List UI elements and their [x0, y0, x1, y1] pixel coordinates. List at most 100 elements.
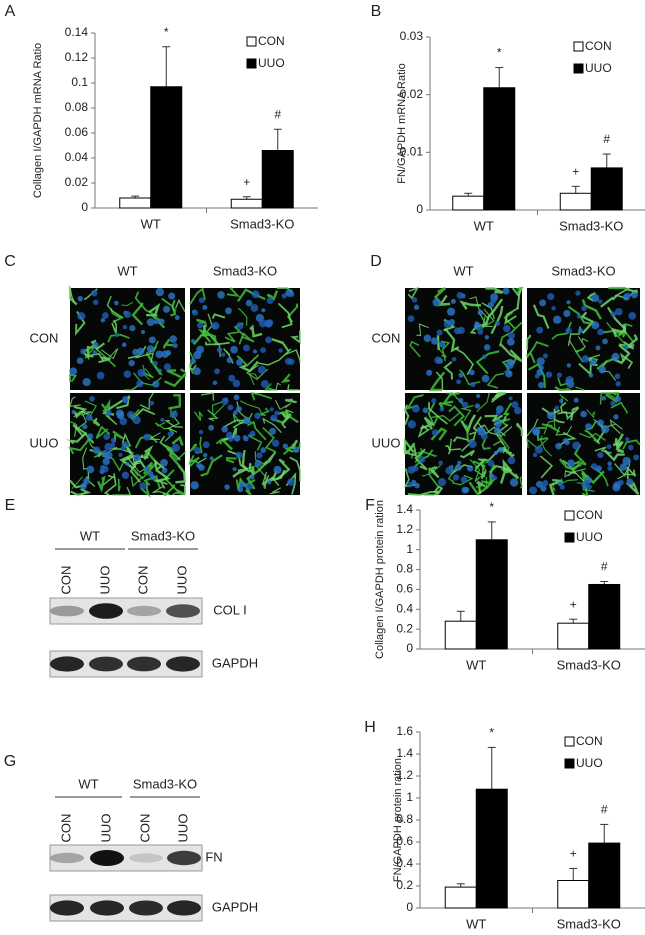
fiber-stain [611, 323, 627, 338]
fiber-stain [73, 405, 88, 419]
fiber-stain [443, 361, 453, 380]
fiber-stain [483, 424, 513, 437]
bar [557, 622, 590, 650]
y-tick-label: 1 [406, 790, 413, 804]
fiber-stain [81, 344, 95, 361]
nucleus-stain [77, 312, 86, 321]
nucleus-stain [487, 459, 495, 467]
y-tick-label: 0 [81, 200, 88, 214]
fiber-stain [95, 425, 111, 440]
nucleus-stain [443, 319, 453, 329]
fiber-stain [147, 432, 161, 441]
nucleus-stain [190, 358, 196, 365]
nucleus-stain [610, 400, 616, 406]
fiber-stain [502, 402, 513, 417]
nucleus-stain [192, 367, 201, 376]
fiber-stain [69, 373, 78, 383]
nucleus-stain [413, 304, 420, 310]
nucleus-stain [628, 311, 637, 320]
nucleus-stain [559, 484, 565, 490]
nucleus-stain [198, 297, 205, 304]
nucleus-stain [80, 348, 87, 355]
fiber-stain [266, 290, 279, 301]
nucleus-stain [269, 427, 277, 435]
fiber-stain [610, 401, 628, 414]
nucleus-stain [572, 441, 581, 450]
significance-marker: * [489, 500, 494, 514]
y-axis-label: Collagen I/GAPDH mRNA Ratio [32, 43, 44, 198]
fiber-stain [554, 386, 573, 392]
nucleus-stain [232, 379, 241, 388]
fiber-stain [602, 329, 626, 338]
nucleus-stain [245, 299, 253, 307]
y-tick-label: 0.03 [400, 29, 424, 43]
panel-label: F [365, 497, 375, 514]
nucleus-stain [565, 375, 574, 384]
nucleus-stain [529, 486, 538, 495]
fiber-stain [140, 482, 151, 498]
blot-band [90, 850, 124, 866]
nucleus-stain [546, 411, 556, 420]
nucleus-stain [150, 474, 157, 481]
nucleus-stain [284, 357, 292, 365]
fiber-stain [68, 438, 91, 455]
y-tick-label: 0.6 [396, 582, 413, 596]
fiber-stain [469, 459, 481, 483]
nucleus-stain [461, 401, 469, 409]
nucleus-stain [162, 305, 171, 313]
nucleus-stain [226, 357, 233, 364]
nucleus-stain [456, 292, 464, 299]
legend-swatch [246, 58, 257, 69]
significance-marker: * [164, 25, 169, 39]
nucleus-stain [457, 326, 465, 335]
fiber-stain [469, 322, 488, 335]
nucleus-stain [538, 381, 545, 389]
nucleus-stain [597, 419, 604, 427]
fiber-stain [581, 299, 602, 320]
micrograph [66, 392, 187, 498]
fiber-stain [606, 322, 628, 346]
fiber-stain [438, 294, 451, 307]
nucleus-stain [208, 424, 215, 431]
fiber-stain [100, 348, 119, 360]
bar [483, 87, 516, 211]
row-label: UUO [30, 435, 59, 450]
nucleus-stain [470, 381, 476, 388]
fiber-stain [98, 356, 111, 364]
fiber-stain [539, 455, 554, 479]
significance-marker: + [243, 175, 250, 189]
y-tick-label: 0.12 [65, 50, 89, 64]
fiber-stain [277, 302, 293, 329]
fiber-stain [407, 490, 440, 496]
nucleus-stain [252, 349, 258, 354]
fiber-stain [626, 466, 636, 480]
significance-marker: + [570, 597, 577, 611]
nucleus-stain [85, 413, 93, 421]
fiber-stain [189, 362, 197, 371]
bar [444, 620, 477, 650]
nucleus-stain [133, 453, 141, 462]
blot-band [50, 852, 84, 864]
nucleus-stain [121, 471, 130, 479]
fiber-stain [164, 427, 175, 442]
fiber-stain [552, 482, 556, 492]
nucleus-stain [626, 478, 634, 486]
panel-label: E [5, 497, 16, 514]
micrograph [403, 391, 524, 496]
nucleus-stain [619, 463, 627, 471]
fiber-stain [433, 485, 444, 496]
y-tick-label: 0.08 [65, 100, 89, 114]
fiber-stain [578, 362, 598, 377]
nucleus-stain [490, 297, 497, 304]
fiber-stain [117, 478, 121, 492]
bar [475, 539, 508, 650]
nucleus-stain [236, 359, 243, 366]
row-label: UUO [372, 435, 401, 450]
fiber-stain [581, 483, 589, 496]
fiber-stain [175, 299, 186, 313]
nucleus-stain [233, 434, 241, 442]
fiber-stain [594, 446, 612, 454]
fiber-stain [440, 340, 451, 362]
bar [261, 150, 294, 209]
